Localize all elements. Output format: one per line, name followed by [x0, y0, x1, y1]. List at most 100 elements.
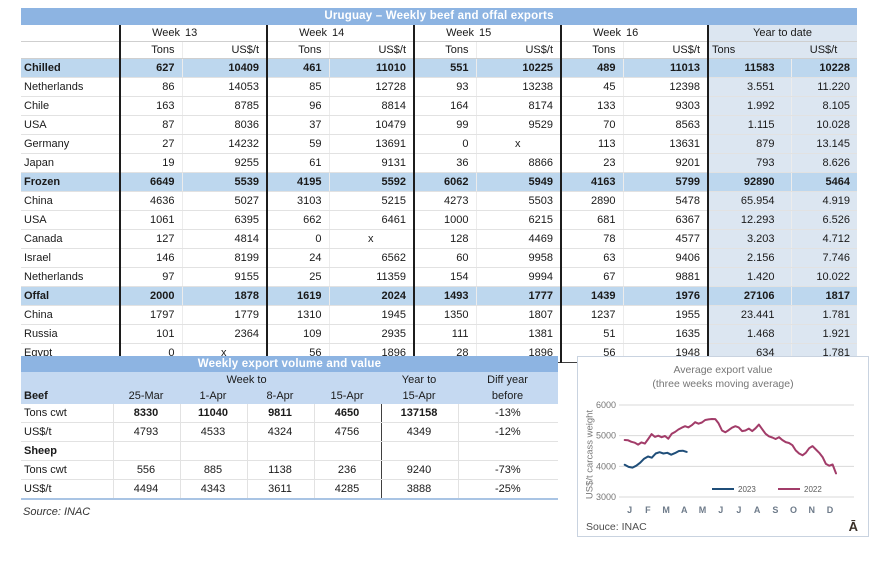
column-header: Beef — [21, 388, 113, 404]
tons-value: 1493 — [413, 286, 476, 306]
usdt-value: 4469 — [475, 229, 561, 249]
corner-cell — [21, 372, 113, 388]
column-header: 1-Apr — [180, 388, 247, 404]
value-cell: 1138 — [246, 460, 314, 480]
usdt-value: 5478 — [622, 191, 708, 211]
usdt-value: 8.105 — [790, 96, 858, 116]
week-number: 16 — [623, 25, 708, 42]
usdt-header: US$/t — [475, 41, 561, 59]
table1-unit-header-row: Tons US$/t Tons US$/t Tons US$/t Tons US$/t Tons… — [21, 41, 858, 59]
usdt-value: 6367 — [622, 210, 708, 230]
tons-value: 45 — [560, 77, 623, 97]
tons-value: 92890 — [707, 172, 791, 192]
value-cell: 4650 — [313, 404, 382, 423]
usdt-value: 4814 — [181, 229, 267, 249]
week-number: 14 — [329, 25, 414, 42]
tons-value: 461 — [266, 58, 329, 78]
table-row: Israel 146 8199 24 6562 60 9958 63 9406 2.156 7.74… — [21, 248, 858, 268]
column-header: 8-Apr — [247, 388, 314, 404]
row-label: Netherlands — [21, 77, 120, 97]
usdt-value: 6.526 — [790, 210, 858, 230]
year-to-header: Year to — [381, 372, 459, 388]
table-row: US$/t 4494 4343 3611 4285 3888 -25% — [21, 479, 559, 500]
week-label: Week — [119, 25, 182, 42]
tons-value: 59 — [266, 134, 329, 154]
usdt-value: 1381 — [475, 324, 561, 344]
value-cell: 8330 — [112, 404, 180, 423]
tons-value: 23 — [560, 153, 623, 173]
usdt-value: 11013 — [622, 58, 708, 78]
corner-cell — [21, 41, 120, 59]
row-label: Tons cwt — [21, 404, 113, 423]
tons-value: 1797 — [119, 305, 182, 325]
usdt-value: 11010 — [328, 58, 414, 78]
week-label: Week — [413, 25, 476, 42]
x-tick-label: F — [645, 505, 651, 515]
category-row: Chilled 627 10409 461 11010 551 10225 489 11013 1… — [21, 58, 858, 78]
tons-value: 87 — [119, 115, 182, 135]
value-cell: 4349 — [380, 422, 459, 442]
tons-value: 146 — [119, 248, 182, 268]
chart-subtitle: (three weeks moving average) — [652, 377, 794, 390]
usdt-header: US$/t — [181, 41, 267, 59]
series-line-2022 — [623, 418, 837, 475]
x-tick-label: S — [772, 505, 778, 515]
tons-value: 99 — [413, 115, 476, 135]
x-tick-label: D — [827, 505, 834, 515]
usdt-value: 4.712 — [790, 229, 858, 249]
week-label: Week — [266, 25, 329, 42]
usdt-value: 1779 — [181, 305, 267, 325]
ytd-header: Year to date — [706, 25, 858, 42]
tons-value: 2000 — [119, 286, 182, 306]
usdt-value: 9155 — [181, 267, 267, 287]
table2-column-header-row: Beef 25-Mar 1-Apr 8-Apr 15-Apr 15-Apr before — [21, 388, 559, 404]
row-label: Frozen — [21, 172, 120, 192]
tons-header: Tons — [119, 41, 182, 59]
tons-value: 1000 — [413, 210, 476, 230]
tons-value: 78 — [560, 229, 623, 249]
value-cell — [179, 441, 247, 461]
value-cell: 4494 — [112, 479, 180, 500]
value-cell: 3611 — [246, 479, 314, 500]
tons-value: 627 — [119, 58, 182, 78]
x-tick-label: A — [754, 505, 761, 515]
tons-value: 67 — [560, 267, 623, 287]
usdt-value: 9131 — [328, 153, 414, 173]
usdt-value: 8814 — [328, 96, 414, 116]
table-row: Tons cwt 8330 11040 9811 4650 137158 -13% — [21, 404, 559, 423]
tons-value: 127 — [119, 229, 182, 249]
usdt-header: US$/t — [622, 41, 708, 59]
value-cell: 885 — [179, 460, 247, 480]
table-row: US$/t 4793 4533 4324 4756 4349 -12% — [21, 422, 559, 442]
tons-value: 1.992 — [707, 96, 791, 116]
row-label: Chile — [21, 96, 120, 116]
usdt-value: 5503 — [475, 191, 561, 211]
tons-value: 4163 — [560, 172, 623, 192]
table1-week-header-row: Week 13 Week 14 Week 15 Week 16 Year to date — [21, 25, 858, 42]
tons-value: 0 — [266, 229, 329, 249]
row-label: Offal — [21, 286, 120, 306]
x-tick-label: O — [790, 505, 797, 515]
tons-value: 60 — [413, 248, 476, 268]
category-row: Offal 2000 1878 1619 2024 1493 1777 1439 1976 271… — [21, 286, 858, 306]
tons-value: 4273 — [413, 191, 476, 211]
usdt-value: 9201 — [622, 153, 708, 173]
x-tick-label: M — [662, 505, 670, 515]
tons-header: Tons — [266, 41, 329, 59]
usdt-value: 8785 — [181, 96, 267, 116]
usdt-value: 13.145 — [790, 134, 858, 154]
tons-value: 63 — [560, 248, 623, 268]
value-cell: 4285 — [313, 479, 382, 500]
column-header: 15-Apr — [381, 388, 459, 404]
row-label: Sheep — [21, 441, 113, 461]
usdt-value: 4.919 — [790, 191, 858, 211]
value-cell: 556 — [112, 460, 180, 480]
x-tick-label: J — [627, 505, 632, 515]
tons-value: 111 — [413, 324, 476, 344]
usdt-value: 9881 — [622, 267, 708, 287]
tons-value: 61 — [266, 153, 329, 173]
value-cell: 11040 — [179, 404, 247, 423]
tons-value: 11583 — [707, 58, 791, 78]
usdt-value: 10228 — [790, 58, 858, 78]
usdt-value: 14053 — [181, 77, 267, 97]
